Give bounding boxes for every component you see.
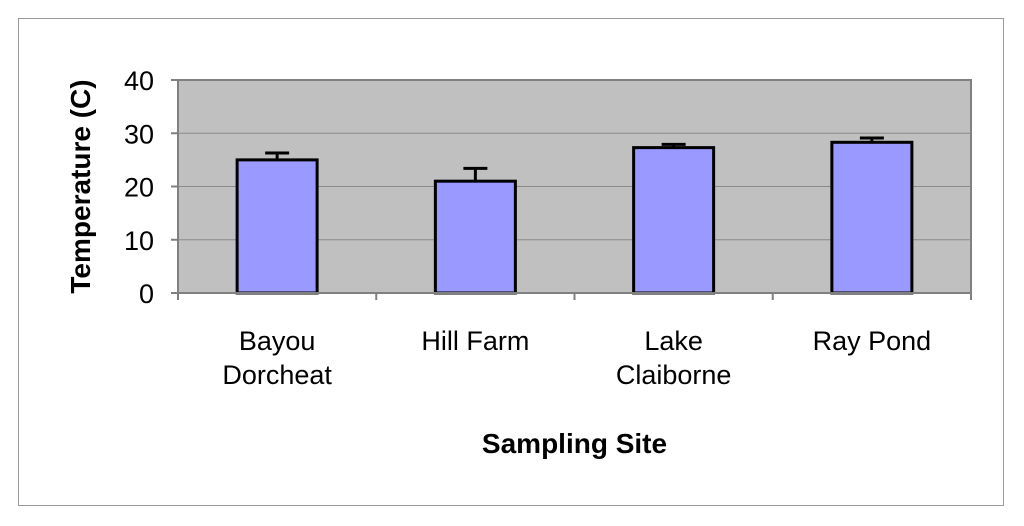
bar	[235, 158, 319, 295]
error-bars	[265, 136, 884, 182]
y-tick-label: 40	[124, 66, 154, 96]
bar	[830, 140, 914, 295]
y-tick-labels: 0 10 20 30 40	[124, 66, 154, 309]
bars	[235, 140, 914, 295]
y-tick-label: 10	[124, 226, 154, 256]
axes	[171, 79, 972, 300]
x-tick-label: Bayou Dorcheat	[222, 326, 332, 390]
x-axis-title: Sampling Site	[482, 428, 667, 459]
y-axis-title: Temperature (C)	[65, 79, 96, 293]
y-tick-label: 20	[124, 173, 154, 203]
bar	[433, 179, 517, 295]
y-tick-label: 0	[139, 279, 154, 309]
x-tick-label: Hill Farm	[421, 326, 529, 356]
x-tick-label: Ray Pond	[813, 326, 932, 356]
x-tick-label: Lake Claiborne	[616, 326, 732, 390]
bar	[632, 146, 716, 295]
x-tick-labels: Bayou Dorcheat Hill Farm Lake Claiborne Ray P…	[222, 326, 931, 390]
y-tick-label: 30	[124, 119, 154, 149]
